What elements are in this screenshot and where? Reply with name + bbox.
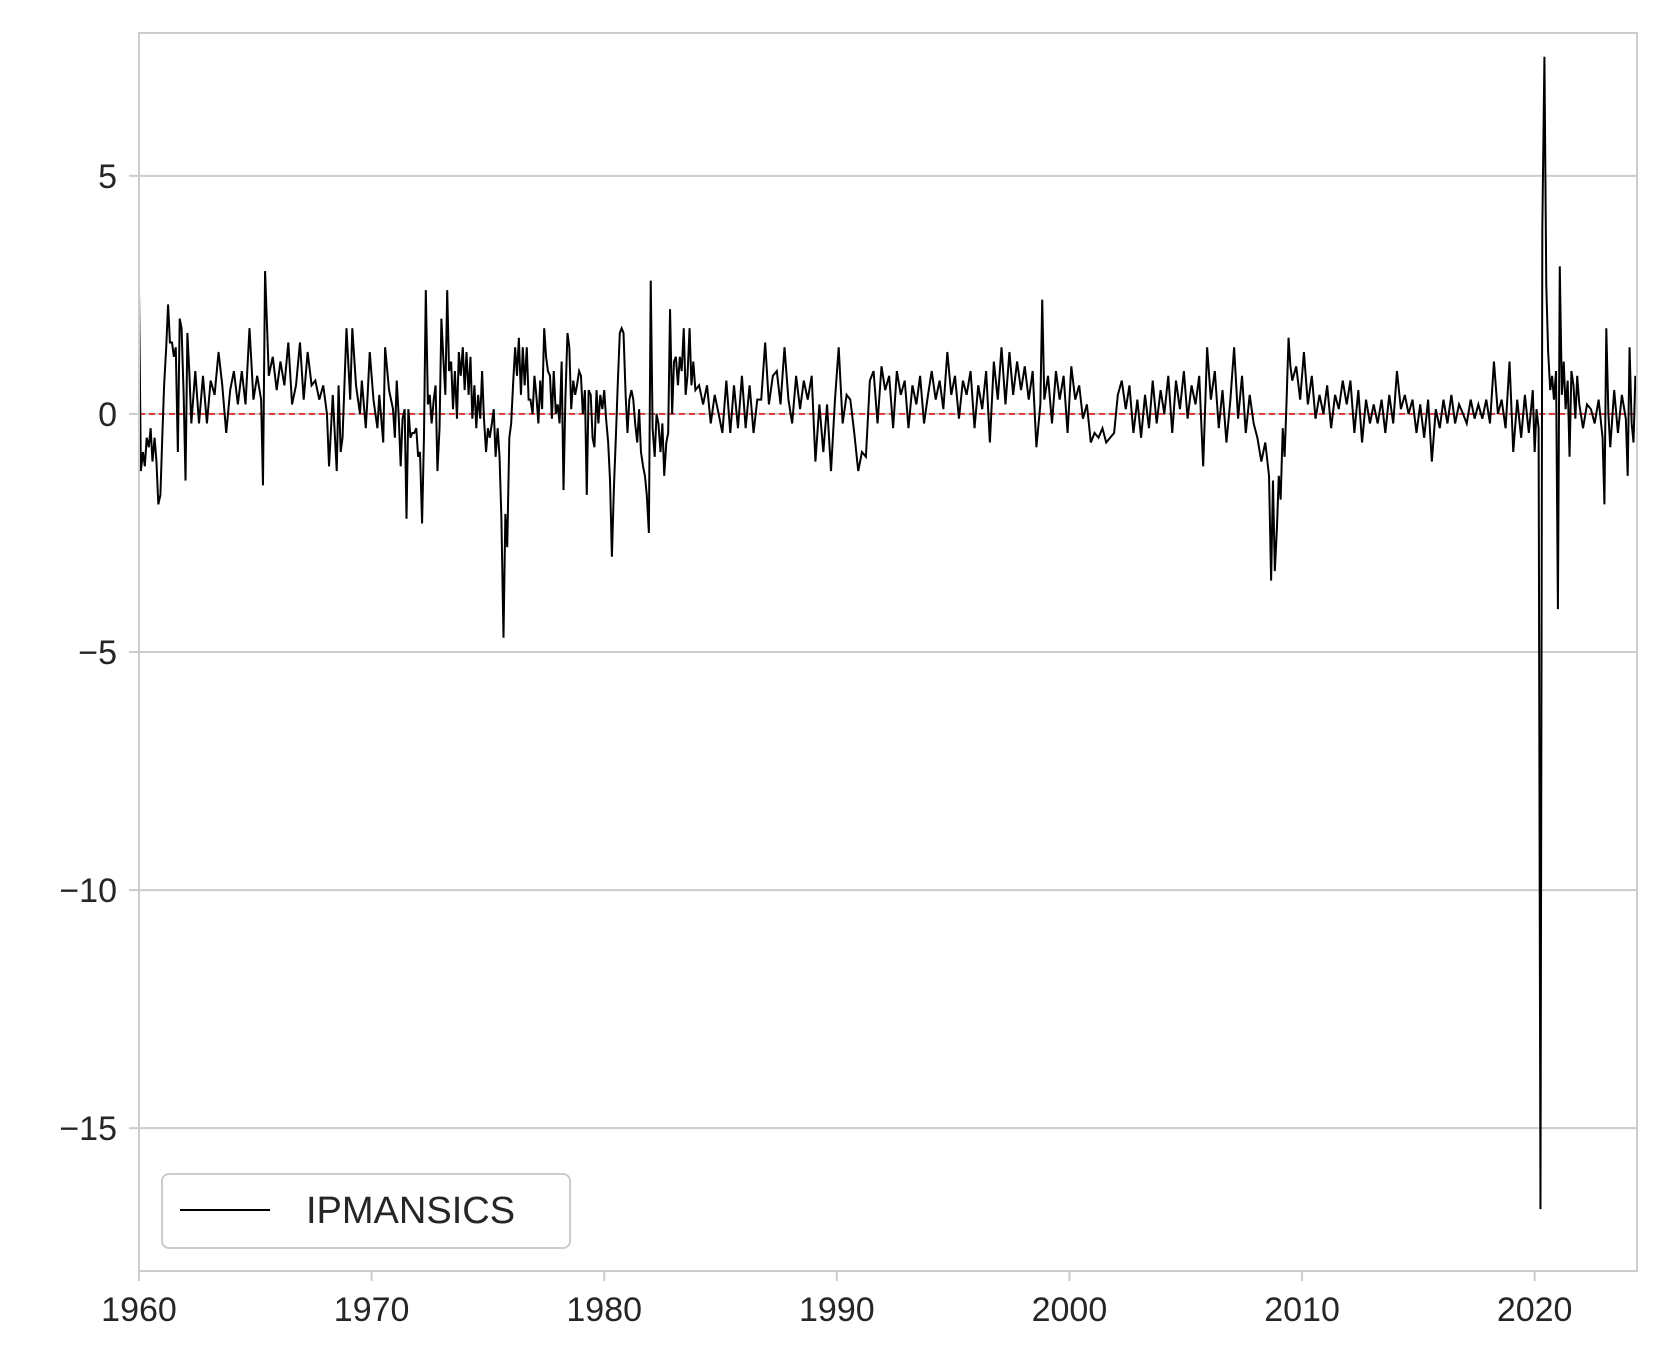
x-tick-label: 1970	[334, 1291, 410, 1329]
y-tick-label: 5	[98, 158, 117, 196]
x-tick-label: 2010	[1264, 1291, 1340, 1329]
x-axis: 1960 1970 1980 1990 2000 2010 2020	[101, 1271, 1572, 1329]
x-tick-label: 1980	[566, 1291, 642, 1329]
series-layer	[138, 56, 1637, 1210]
x-tick-label: 2020	[1497, 1291, 1573, 1329]
y-axis: 5 0 −5 −10 −15	[59, 158, 139, 1148]
grid-lines	[139, 174, 1637, 1130]
y-tick-label: −5	[78, 634, 117, 672]
x-tick-label: 1960	[101, 1291, 177, 1329]
legend: IPMANSICS	[161, 1173, 571, 1249]
x-tick-label: 2000	[1032, 1291, 1108, 1329]
legend-box	[161, 1173, 571, 1249]
y-tick-label: −10	[59, 872, 117, 910]
series-line-ipmansics	[138, 56, 1637, 1210]
legend-label-ipmansics: IPMANSICS	[306, 1190, 515, 1232]
y-tick-label: 0	[98, 396, 117, 434]
y-tick-label: −15	[59, 1110, 117, 1148]
x-tick-label: 1990	[799, 1291, 875, 1329]
